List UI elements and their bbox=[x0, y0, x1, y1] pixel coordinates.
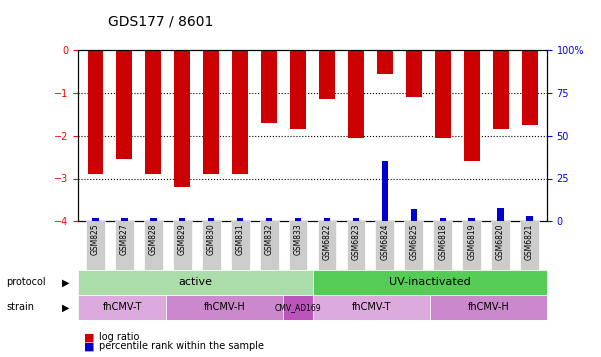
Text: ▶: ▶ bbox=[62, 302, 69, 312]
FancyBboxPatch shape bbox=[347, 221, 365, 270]
FancyBboxPatch shape bbox=[491, 221, 510, 270]
Text: GSM832: GSM832 bbox=[264, 224, 273, 255]
Text: log ratio: log ratio bbox=[99, 332, 139, 342]
Bar bbox=[348, 50, 364, 138]
FancyBboxPatch shape bbox=[317, 221, 337, 270]
Bar bbox=[208, 218, 215, 221]
Text: fhCMV-T: fhCMV-T bbox=[352, 302, 391, 312]
Bar bbox=[237, 218, 243, 221]
Bar bbox=[93, 218, 99, 221]
Bar bbox=[498, 208, 504, 221]
Text: GSM833: GSM833 bbox=[293, 224, 302, 256]
Bar bbox=[313, 295, 430, 320]
FancyBboxPatch shape bbox=[376, 221, 394, 270]
Text: UV-inactivated: UV-inactivated bbox=[389, 277, 471, 287]
Bar bbox=[319, 50, 335, 99]
Text: percentile rank within the sample: percentile rank within the sample bbox=[99, 341, 264, 351]
Bar bbox=[406, 50, 422, 97]
FancyBboxPatch shape bbox=[231, 221, 249, 270]
Text: GSM6818: GSM6818 bbox=[438, 224, 447, 260]
Text: GSM6820: GSM6820 bbox=[496, 224, 505, 260]
FancyBboxPatch shape bbox=[202, 221, 221, 270]
Bar bbox=[166, 295, 283, 320]
Bar bbox=[283, 295, 313, 320]
Bar bbox=[290, 50, 306, 129]
Text: ■: ■ bbox=[84, 341, 94, 351]
Text: fhCMV-H: fhCMV-H bbox=[468, 302, 509, 312]
FancyBboxPatch shape bbox=[404, 221, 423, 270]
FancyBboxPatch shape bbox=[173, 221, 192, 270]
Bar bbox=[526, 216, 532, 221]
Text: fhCMV-T: fhCMV-T bbox=[102, 302, 142, 312]
FancyBboxPatch shape bbox=[144, 221, 163, 270]
Bar bbox=[232, 50, 248, 174]
Text: ■: ■ bbox=[84, 332, 94, 342]
Bar bbox=[150, 218, 156, 221]
Text: fhCMV-H: fhCMV-H bbox=[204, 302, 245, 312]
FancyBboxPatch shape bbox=[462, 221, 481, 270]
Bar bbox=[464, 50, 480, 161]
Bar bbox=[203, 50, 219, 174]
Text: GSM830: GSM830 bbox=[207, 224, 216, 256]
Bar bbox=[78, 270, 313, 295]
FancyBboxPatch shape bbox=[433, 221, 452, 270]
Text: GSM6825: GSM6825 bbox=[409, 224, 418, 260]
Bar bbox=[145, 50, 161, 174]
FancyBboxPatch shape bbox=[288, 221, 308, 270]
FancyBboxPatch shape bbox=[86, 221, 105, 270]
Text: ▶: ▶ bbox=[62, 277, 69, 287]
FancyBboxPatch shape bbox=[260, 221, 278, 270]
Bar bbox=[261, 50, 277, 123]
Text: GDS177 / 8601: GDS177 / 8601 bbox=[108, 14, 213, 28]
Text: GSM6823: GSM6823 bbox=[352, 224, 361, 260]
Bar bbox=[410, 209, 417, 221]
FancyBboxPatch shape bbox=[520, 221, 539, 270]
Text: CMV_AD169: CMV_AD169 bbox=[275, 303, 321, 312]
Bar bbox=[179, 218, 186, 221]
Text: GSM6821: GSM6821 bbox=[525, 224, 534, 260]
Bar bbox=[493, 50, 508, 129]
Bar bbox=[266, 218, 272, 221]
Text: GSM6822: GSM6822 bbox=[323, 224, 332, 260]
Text: GSM6819: GSM6819 bbox=[467, 224, 476, 260]
Bar bbox=[78, 295, 166, 320]
Bar bbox=[469, 218, 475, 221]
Text: GSM829: GSM829 bbox=[178, 224, 187, 255]
Bar bbox=[382, 161, 388, 221]
Bar bbox=[324, 218, 330, 221]
Bar bbox=[174, 50, 191, 187]
Bar bbox=[121, 218, 127, 221]
Bar bbox=[439, 218, 446, 221]
Bar bbox=[88, 50, 103, 174]
Bar bbox=[377, 50, 393, 74]
Text: GSM828: GSM828 bbox=[149, 224, 158, 255]
Bar bbox=[430, 295, 547, 320]
Bar bbox=[313, 270, 547, 295]
FancyBboxPatch shape bbox=[115, 221, 134, 270]
Text: GSM827: GSM827 bbox=[120, 224, 129, 255]
Text: GSM825: GSM825 bbox=[91, 224, 100, 255]
Text: active: active bbox=[178, 277, 212, 287]
Bar bbox=[522, 50, 537, 125]
Text: GSM6824: GSM6824 bbox=[380, 224, 389, 260]
Bar bbox=[117, 50, 132, 159]
Bar bbox=[435, 50, 451, 138]
Text: protocol: protocol bbox=[6, 277, 46, 287]
Bar bbox=[353, 218, 359, 221]
Bar bbox=[295, 218, 301, 221]
Text: strain: strain bbox=[6, 302, 34, 312]
Text: GSM831: GSM831 bbox=[236, 224, 245, 255]
